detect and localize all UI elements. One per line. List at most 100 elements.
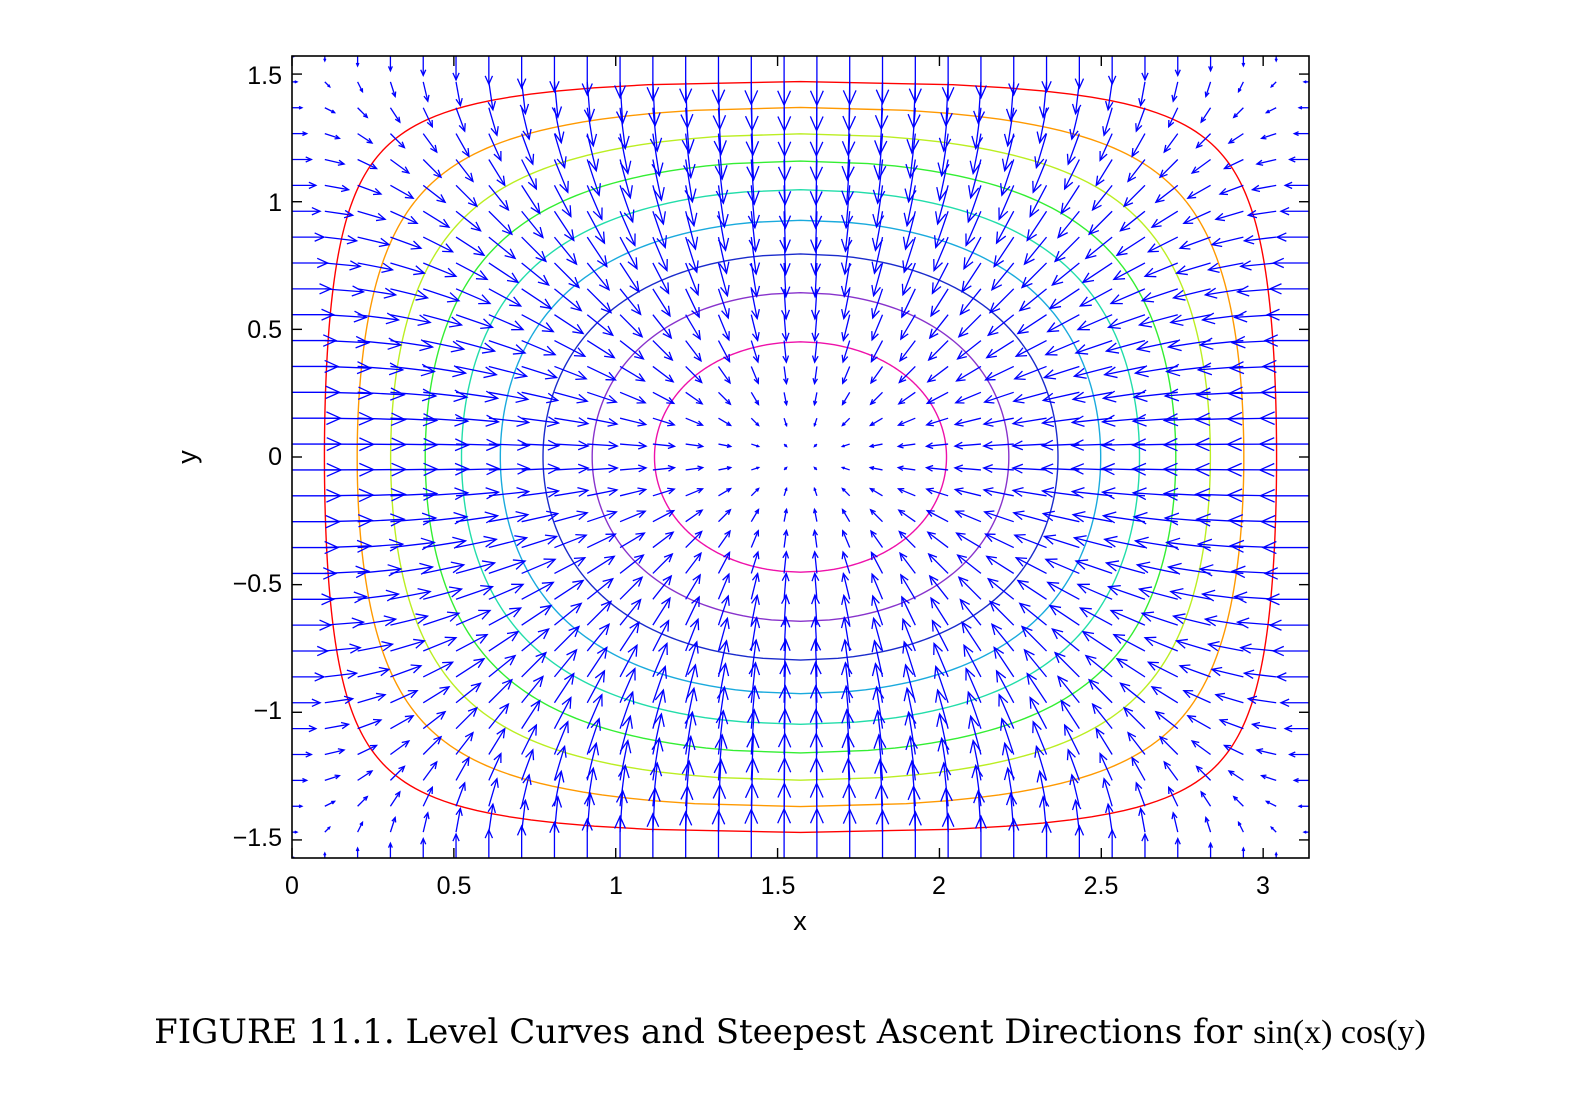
gradient-arrow <box>1101 390 1146 403</box>
contour-line <box>653 341 948 573</box>
gradient-arrow <box>931 262 949 295</box>
gradient-arrow <box>1107 56 1117 86</box>
gradient-arrow <box>812 507 818 522</box>
gradient-arrow <box>750 615 761 652</box>
gradient-arrow <box>1013 365 1047 380</box>
gradient-arrow <box>1100 462 1145 476</box>
gradient-arrow <box>456 438 501 452</box>
gradient-arrow <box>554 340 587 358</box>
gradient-arrow <box>423 288 461 303</box>
gradient-arrow <box>586 766 598 807</box>
gradient-arrow <box>617 763 630 807</box>
gradient-arrow <box>586 717 601 755</box>
gradient-arrow <box>1171 811 1179 833</box>
gradient-arrow <box>1032 159 1048 194</box>
gradient-arrow <box>1000 159 1015 197</box>
gradient-arrow <box>1178 236 1211 250</box>
gradient-arrow <box>744 56 759 107</box>
gradient-arrow <box>357 184 383 196</box>
gradient-arrow <box>390 339 435 352</box>
gradient-arrow <box>554 463 590 474</box>
gradient-arrow <box>619 365 646 382</box>
gradient-arrow <box>390 210 419 224</box>
gradient-arrow <box>901 595 916 626</box>
gradient-arrow <box>1119 682 1146 704</box>
gradient-arrow <box>868 443 883 449</box>
gradient-arrow <box>292 156 313 163</box>
gradient-arrow <box>455 314 495 330</box>
gradient-arrow <box>931 619 949 652</box>
gradient-arrow <box>549 56 560 94</box>
gradient-arrow <box>717 262 730 298</box>
gradient-arrow <box>717 662 730 703</box>
gradient-arrow <box>1200 589 1244 602</box>
gradient-arrow <box>521 314 555 333</box>
gradient-arrow <box>455 210 482 232</box>
gradient-arrow <box>1288 751 1309 758</box>
gradient-arrow <box>780 615 791 652</box>
gradient-arrow <box>292 257 330 269</box>
gradient-arrow <box>1029 696 1048 729</box>
gradient-arrow <box>422 133 438 154</box>
gradient-arrow <box>521 184 541 215</box>
gradient-arrow <box>782 366 789 386</box>
gradient-arrow <box>455 806 463 833</box>
gradient-arrow <box>685 236 699 274</box>
gradient-arrow <box>1076 583 1113 600</box>
gradient-arrow <box>685 686 698 729</box>
gradient-arrow <box>1135 781 1146 807</box>
contour-line <box>542 253 1059 661</box>
gradient-arrow <box>988 288 1015 314</box>
gradient-arrow <box>956 554 982 574</box>
gradient-arrow <box>357 770 374 781</box>
gradient-arrow <box>324 107 337 114</box>
gradient-arrow <box>324 669 359 679</box>
gradient-arrow <box>422 107 434 129</box>
gradient-arrow <box>685 551 702 574</box>
gradient-arrow <box>717 529 731 548</box>
x-tick-label: 0 <box>285 872 299 900</box>
gradient-arrow <box>902 640 916 678</box>
gradient-arrow <box>750 529 760 548</box>
gradient-arrow <box>652 442 677 450</box>
gradient-arrow <box>1250 184 1277 193</box>
gradient-arrow <box>324 800 337 807</box>
gradient-arrow <box>554 556 587 574</box>
gradient-arrow <box>746 708 760 755</box>
gradient-arrow <box>718 443 733 449</box>
gradient-arrow <box>990 262 1015 291</box>
gradient-arrow <box>1131 413 1178 427</box>
gradient-arrow <box>988 600 1015 626</box>
gradient-arrow <box>1163 512 1211 526</box>
gradient-arrow <box>1258 488 1309 503</box>
gradient-arrow <box>652 391 676 405</box>
gradient-arrow <box>390 184 415 200</box>
gradient-arrow <box>896 417 916 426</box>
gradient-arrow <box>586 210 606 245</box>
gradient-arrow <box>1053 651 1080 678</box>
gradient-arrow <box>1268 619 1309 631</box>
gradient-arrow <box>452 56 460 82</box>
gradient-arrow <box>553 210 575 242</box>
x-tick-label: 3 <box>1256 872 1270 900</box>
gradient-arrow <box>554 602 583 626</box>
gradient-arrow <box>521 288 553 310</box>
gradient-arrow <box>1265 593 1309 606</box>
gradient-arrow <box>1242 235 1277 245</box>
gradient-arrow <box>390 314 432 327</box>
gradient-arrow <box>387 56 393 73</box>
gradient-arrow <box>1242 669 1277 679</box>
gradient-arrow <box>982 464 1014 474</box>
gradient-arrow <box>422 159 443 179</box>
gradient-arrow <box>840 466 850 471</box>
gradient-arrow <box>990 623 1015 652</box>
gradient-arrow <box>1072 535 1113 549</box>
x-tick-labels: 0 0.5 1 1.5 2 2.5 3 <box>285 872 1270 900</box>
gradient-arrow <box>488 583 525 600</box>
gradient-arrow <box>811 571 820 600</box>
gradient-arrow <box>1167 107 1179 129</box>
gradient-arrow <box>619 340 645 360</box>
gradient-arrow <box>390 562 435 575</box>
gradient-arrow <box>652 211 667 249</box>
gradient-arrow <box>488 463 531 475</box>
